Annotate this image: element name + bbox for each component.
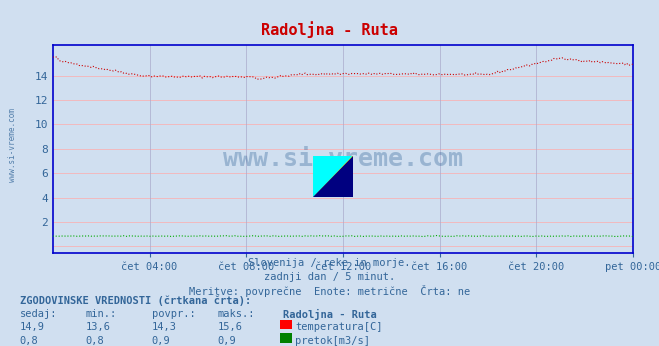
Polygon shape [313, 156, 353, 197]
Text: Radoljna - Ruta: Radoljna - Ruta [283, 309, 377, 320]
Text: 14,3: 14,3 [152, 322, 177, 333]
Text: Slovenija / reke in morje.: Slovenija / reke in morje. [248, 258, 411, 268]
Text: www.si-vreme.com: www.si-vreme.com [8, 108, 17, 182]
Text: 0,8: 0,8 [20, 336, 38, 346]
Text: maks.:: maks.: [217, 309, 255, 319]
Text: povpr.:: povpr.: [152, 309, 195, 319]
Text: 0,9: 0,9 [217, 336, 236, 346]
Text: pretok[m3/s]: pretok[m3/s] [295, 336, 370, 346]
Text: 0,9: 0,9 [152, 336, 170, 346]
Text: 15,6: 15,6 [217, 322, 243, 333]
Polygon shape [313, 156, 353, 197]
Polygon shape [313, 156, 353, 197]
Text: zadnji dan / 5 minut.: zadnji dan / 5 minut. [264, 272, 395, 282]
Text: min.:: min.: [86, 309, 117, 319]
Text: ZGODOVINSKE VREDNOSTI (črtkana črta):: ZGODOVINSKE VREDNOSTI (črtkana črta): [20, 296, 251, 306]
Text: Meritve: povprečne  Enote: metrične  Črta: ne: Meritve: povprečne Enote: metrične Črta:… [189, 285, 470, 298]
Text: sedaj:: sedaj: [20, 309, 57, 319]
Text: Radoljna - Ruta: Radoljna - Ruta [261, 21, 398, 38]
Text: 0,8: 0,8 [86, 336, 104, 346]
Text: 14,9: 14,9 [20, 322, 45, 333]
Text: www.si-vreme.com: www.si-vreme.com [223, 147, 463, 171]
Text: 13,6: 13,6 [86, 322, 111, 333]
Text: temperatura[C]: temperatura[C] [295, 322, 383, 333]
